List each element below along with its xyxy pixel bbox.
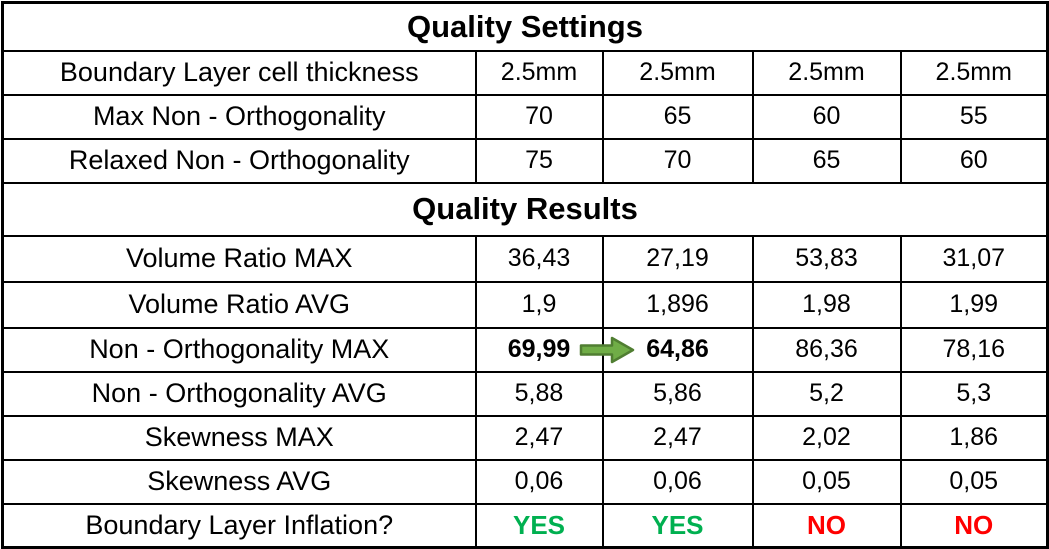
cell-value: 2.5mm <box>899 49 1049 96</box>
cell-value: 60 <box>751 93 902 140</box>
table-row-volume-ratio-max: Volume Ratio MAX 36,43 27,19 53,83 31,07 <box>1 234 1049 283</box>
table-row-relaxed-non-orthogonality: Relaxed Non - Orthogonality 75 70 65 60 <box>1 137 1049 184</box>
inflation-value: NO <box>899 502 1049 549</box>
cell-value: 1,98 <box>751 280 902 329</box>
cell-value: 86,36 <box>751 326 902 373</box>
row-label: Volume Ratio MAX <box>1 234 477 283</box>
row-label: Volume Ratio AVG <box>1 280 477 329</box>
row-label: Non - Orthogonality MAX <box>1 326 477 373</box>
table-row-skewness-avg: Skewness AVG 0,06 0,06 0,05 0,05 <box>1 458 1049 505</box>
cell-value: 1,86 <box>899 414 1049 461</box>
cell-value: 70 <box>601 137 754 184</box>
row-label: Skewness AVG <box>1 458 477 505</box>
cell-value: 5,3 <box>899 370 1049 417</box>
cell-value-text: 69,99 <box>507 335 571 363</box>
cell-value: 65 <box>751 137 902 184</box>
row-label: Skewness MAX <box>1 414 477 461</box>
cell-value: 0,06 <box>601 458 754 505</box>
settings-title-row: Quality Settings <box>1 1 1049 52</box>
cell-value: 2,47 <box>601 414 754 461</box>
cell-value: 5,86 <box>601 370 754 417</box>
cell-value: 2.5mm <box>601 49 754 96</box>
row-label: Boundary Layer cell thickness <box>1 49 477 96</box>
cell-value: 27,19 <box>601 234 754 283</box>
cell-value: 2,02 <box>751 414 902 461</box>
cell-value: 70 <box>474 93 604 140</box>
cell-value: 60 <box>899 137 1049 184</box>
cell-value-highlighted: 69,99 <box>474 326 634 373</box>
table-row-skewness-max: Skewness MAX 2,47 2,47 2,02 1,86 <box>1 414 1049 461</box>
table-row-max-non-orthogonality: Max Non - Orthogonality 70 65 60 55 <box>1 93 1049 140</box>
row-label: Relaxed Non - Orthogonality <box>1 137 477 184</box>
cell-value: 0,06 <box>474 458 604 505</box>
cell-value: 2,47 <box>474 414 604 461</box>
cell-value: 36,43 <box>474 234 604 283</box>
cell-value: 0,05 <box>899 458 1049 505</box>
table-row-volume-ratio-avg: Volume Ratio AVG 1,9 1,896 1,98 1,99 <box>1 280 1049 329</box>
row-label: Max Non - Orthogonality <box>1 93 477 140</box>
cell-value: 2.5mm <box>751 49 902 96</box>
cell-value: 5,88 <box>474 370 604 417</box>
cell-value: 65 <box>601 93 754 140</box>
settings-section-title: Quality Settings <box>1 1 1049 52</box>
cell-value: 2.5mm <box>474 49 604 96</box>
table-row-non-orthogonality-avg: Non - Orthogonality AVG 5,88 5,86 5,2 5,… <box>1 370 1049 417</box>
cell-value: 1,896 <box>601 280 754 329</box>
cell-value: 1,99 <box>899 280 1049 329</box>
cell-value: 0,05 <box>751 458 902 505</box>
results-section-title: Quality Results <box>1 181 1049 237</box>
cell-value: 53,83 <box>751 234 902 283</box>
row-label: Non - Orthogonality AVG <box>1 370 477 417</box>
table-row-boundary-layer-thickness: Boundary Layer cell thickness 2.5mm 2.5m… <box>1 49 1049 96</box>
cell-value: 78,16 <box>899 326 1049 373</box>
inflation-value: NO <box>751 502 902 549</box>
improvement-arrow-icon <box>579 336 634 363</box>
cell-value: 75 <box>474 137 604 184</box>
cell-value: 1,9 <box>474 280 604 329</box>
inflation-value: YES <box>601 502 754 549</box>
row-label: Boundary Layer Inflation? <box>1 502 477 549</box>
cell-value: 5,2 <box>751 370 902 417</box>
results-title-row: Quality Results <box>1 181 1049 237</box>
table-row-non-orthogonality-max: Non - Orthogonality MAX 69,99 64,86 86,3… <box>1 326 1049 373</box>
cell-value: 55 <box>899 93 1049 140</box>
inflation-value: YES <box>474 502 604 549</box>
table-row-boundary-layer-inflation: Boundary Layer Inflation? YES YES NO NO <box>1 502 1049 549</box>
cell-value: 31,07 <box>899 234 1049 283</box>
